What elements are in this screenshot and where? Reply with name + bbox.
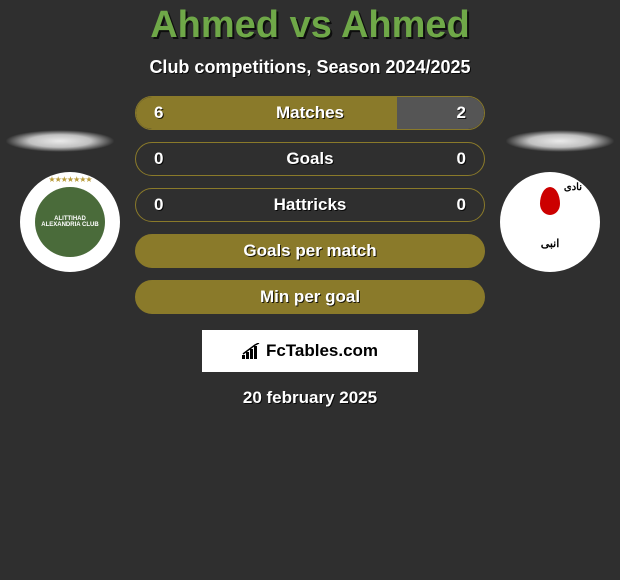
stat-value-right: 0 bbox=[457, 149, 466, 169]
stat-label: Hattricks bbox=[274, 195, 347, 215]
club-badge-left-inner: ★★★★★★★ ALITTIHAD ALEXANDRIA CLUB bbox=[35, 187, 105, 257]
stat-row-matches: 6 Matches 2 bbox=[135, 96, 485, 130]
watermark-text: FcTables.com bbox=[266, 341, 378, 361]
player-shadow-left bbox=[5, 130, 115, 152]
page-title: Ahmed vs Ahmed bbox=[150, 4, 470, 47]
stat-fill-left bbox=[136, 97, 397, 129]
stat-value-left: 0 bbox=[154, 149, 163, 169]
stat-label: Matches bbox=[276, 103, 344, 123]
subtitle: Club competitions, Season 2024/2025 bbox=[149, 57, 470, 78]
club-badge-right-inner: نادى انبى bbox=[510, 182, 590, 262]
club-right-text-top: نادى bbox=[564, 182, 582, 193]
stat-value-left: 0 bbox=[154, 195, 163, 215]
club-left-text2: ALEXANDRIA CLUB bbox=[41, 222, 98, 228]
flame-icon bbox=[540, 187, 560, 215]
stat-value-right: 0 bbox=[457, 195, 466, 215]
stat-row-goals-per-match: Goals per match bbox=[135, 234, 485, 268]
stat-value-left: 6 bbox=[154, 103, 163, 123]
club-badge-left: ★★★★★★★ ALITTIHAD ALEXANDRIA CLUB bbox=[20, 172, 120, 272]
stat-label: Goals per match bbox=[243, 241, 376, 261]
date-text: 20 february 2025 bbox=[243, 388, 377, 408]
club-right-text: انبى bbox=[541, 237, 560, 250]
club-badge-right: نادى انبى bbox=[500, 172, 600, 272]
stat-row-min-per-goal: Min per goal bbox=[135, 280, 485, 314]
chart-icon bbox=[242, 343, 262, 359]
stat-fill-right bbox=[397, 97, 484, 129]
stat-label: Min per goal bbox=[260, 287, 360, 307]
club-stars-icon: ★★★★★★★ bbox=[48, 175, 91, 184]
stat-value-right: 2 bbox=[457, 103, 466, 123]
stat-label: Goals bbox=[286, 149, 333, 169]
player-shadow-right bbox=[505, 130, 615, 152]
watermark-badge: FcTables.com bbox=[202, 330, 418, 372]
stat-row-goals: 0 Goals 0 bbox=[135, 142, 485, 176]
stat-row-hattricks: 0 Hattricks 0 bbox=[135, 188, 485, 222]
